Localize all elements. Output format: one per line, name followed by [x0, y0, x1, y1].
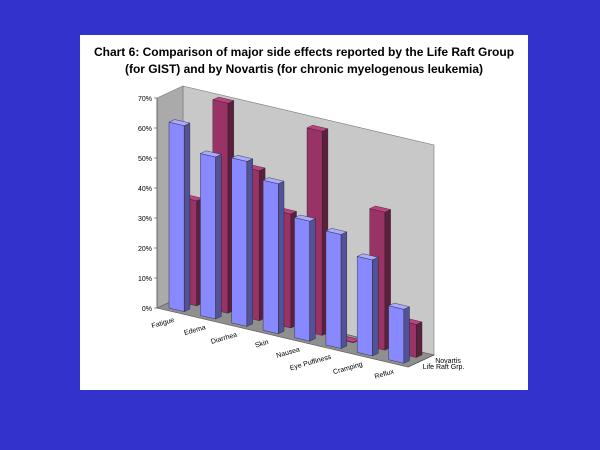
bar-top-face	[306, 124, 329, 132]
series-labels: Life Raft Grp.Novartis	[407, 354, 465, 371]
bar-top-face	[212, 96, 235, 104]
x-tick-label: Cramping	[332, 361, 363, 376]
x-tick-label: Reflux	[374, 368, 395, 380]
chart-title-line-1: Chart 6: Comparison of major side effect…	[93, 45, 515, 59]
y-tick-label: 20%	[138, 246, 152, 253]
bar-side-face	[309, 218, 316, 342]
chart-title-line-2: (for GIST) and by Novartis (for chronic …	[124, 62, 484, 76]
x-tick-label: Fatigue	[151, 317, 175, 330]
bar-side-face	[215, 154, 222, 320]
y-tick-label: 30%	[138, 216, 152, 223]
y-tick-label: 50%	[138, 156, 152, 163]
y-tick-label: 0%	[142, 306, 152, 313]
depth-axis-line	[407, 354, 435, 368]
x-tick-label: Nausea	[276, 346, 301, 359]
bar-side-face	[278, 180, 285, 335]
bar-top-face	[231, 154, 254, 162]
x-tick-label: Edema	[183, 324, 206, 337]
bar-life-raft-grp--3	[262, 177, 285, 335]
bar-front-face	[168, 121, 185, 312]
bar-top-face	[387, 302, 411, 310]
y-tick-label: 60%	[138, 126, 152, 133]
bar-top-face	[325, 228, 348, 235]
series-label: Life Raft Grp.	[423, 364, 465, 371]
bar-side-face	[403, 306, 410, 364]
bar-front-face	[357, 256, 373, 357]
series-label: Novartis	[435, 358, 461, 365]
bar-front-face	[231, 157, 248, 327]
bar-life-raft-grp--6	[356, 253, 379, 357]
bar-life-raft-grp--4	[293, 214, 317, 342]
y-axis: 0% 10% 20% 30% 40% 50% 60% 70%	[138, 96, 158, 313]
bar-side-face	[340, 231, 347, 349]
bar-top-face	[262, 177, 285, 185]
bar-side-face	[183, 122, 191, 313]
y-tick-label: 40%	[138, 186, 152, 193]
bar-top-face	[369, 205, 392, 213]
bar-side-face	[246, 158, 253, 327]
bar-side-face	[416, 321, 423, 358]
x-tick-label: Skin	[254, 339, 269, 350]
bar-life-raft-grp--1	[199, 150, 222, 320]
bar-front-face	[388, 305, 404, 364]
bar-life-raft-grp--5	[325, 228, 348, 349]
bar-front-face	[294, 217, 310, 342]
bar-top-face	[293, 214, 317, 222]
x-tick-label: Diarrhea	[210, 332, 238, 346]
bar-side-face	[372, 256, 379, 357]
bar-life-raft-grp--2	[231, 154, 254, 327]
bar-front-face	[262, 179, 279, 335]
bar-top-face	[199, 150, 222, 158]
bar-life-raft-grp--7	[387, 302, 411, 364]
bar-front-face	[200, 153, 216, 320]
bar-life-raft-grp--0	[168, 119, 191, 313]
chart-bars	[168, 96, 423, 364]
y-tick-label: 10%	[138, 276, 152, 283]
bar-top-face	[168, 119, 191, 126]
bar-front-face	[325, 230, 342, 349]
x-tick-label: Eye Puffiness	[289, 354, 332, 373]
chart-card: Chart 6: Comparison of major side effect…	[80, 35, 528, 390]
bar-chart-3d: 0% 10% 20% 30% 40% 50% 60% 70% Fatigue Edema Diar…	[138, 85, 465, 381]
bar-top-face	[356, 253, 379, 261]
y-tick-label: 70%	[138, 96, 152, 103]
